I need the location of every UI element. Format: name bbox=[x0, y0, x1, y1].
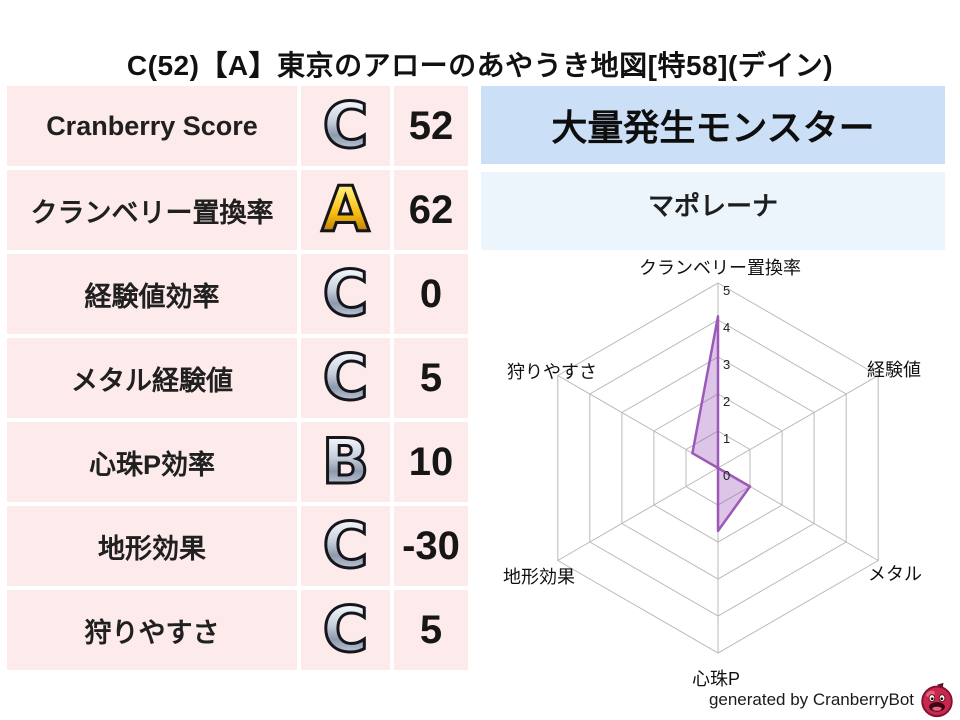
radar-axis-label: 地形効果 bbox=[503, 567, 575, 587]
stat-label: 経験値効率 bbox=[7, 254, 297, 334]
radar-spoke bbox=[557, 467, 719, 561]
stat-label: クランベリー置換率 bbox=[7, 170, 297, 250]
stat-value: -30 bbox=[394, 506, 468, 586]
radar-tick-label: 0 bbox=[723, 468, 730, 483]
radar-axis-label: 経験値 bbox=[867, 360, 921, 380]
grade-icon: C bbox=[321, 507, 369, 585]
credit-text: generated by CranberryBot bbox=[708, 689, 914, 709]
radar-tick-label: 3 bbox=[723, 357, 730, 372]
radar-axis-label: 狩りやすさ bbox=[507, 362, 597, 382]
radar-axis-label: 心珠P bbox=[692, 669, 740, 689]
grade-cell: C bbox=[301, 590, 390, 670]
page-title: C(52)【A】東京のアローのあやうき地図[特58](デイン) bbox=[126, 50, 834, 81]
radar-tick-label: 1 bbox=[723, 431, 730, 446]
radar-spoke bbox=[717, 375, 879, 469]
monster-name: マポレーナ bbox=[481, 172, 945, 250]
radar-axis-label: クランベリー置換率 bbox=[639, 258, 801, 278]
grade-icon: C bbox=[321, 87, 369, 165]
grade-cell: B bbox=[301, 422, 390, 502]
footer: generated by CranberryBot bbox=[709, 681, 956, 718]
grade-icon: C bbox=[321, 591, 369, 669]
stat-label: 狩りやすさ bbox=[7, 590, 297, 670]
radar-data-polygon bbox=[691, 315, 752, 533]
stat-label: Cranberry Score bbox=[7, 86, 297, 166]
stat-value: 62 bbox=[394, 170, 468, 250]
stat-value: 10 bbox=[394, 422, 468, 502]
monster-panel-header: 大量発生モンスター bbox=[481, 86, 945, 164]
cranberry-bot-icon bbox=[921, 682, 953, 718]
grade-icon: B bbox=[320, 423, 370, 501]
stat-label: メタル経験値 bbox=[7, 338, 297, 418]
grade-cell: C bbox=[301, 338, 390, 418]
grade-cell: C bbox=[301, 86, 390, 166]
grade-icon: C bbox=[321, 255, 369, 333]
stat-value: 5 bbox=[394, 590, 468, 670]
radar-tick-label: 2 bbox=[723, 394, 730, 409]
stats-table: Cranberry Score C 52 クランベリー置換率 A 62 経験値効… bbox=[7, 86, 468, 670]
grade-cell: A bbox=[301, 170, 390, 250]
stat-label: 心珠P効率 bbox=[7, 422, 297, 502]
radar-tick-label: 4 bbox=[723, 320, 730, 335]
radar-tick-label: 5 bbox=[723, 283, 730, 298]
grade-icon: A bbox=[320, 171, 371, 249]
radar-axis-label: メタル bbox=[868, 564, 922, 584]
stat-label: 地形効果 bbox=[7, 506, 297, 586]
stat-value: 52 bbox=[394, 86, 468, 166]
grade-cell: C bbox=[301, 254, 390, 334]
grade-icon: C bbox=[321, 339, 369, 417]
stat-value: 5 bbox=[394, 338, 468, 418]
grade-cell: C bbox=[301, 506, 390, 586]
stat-value: 0 bbox=[394, 254, 468, 334]
